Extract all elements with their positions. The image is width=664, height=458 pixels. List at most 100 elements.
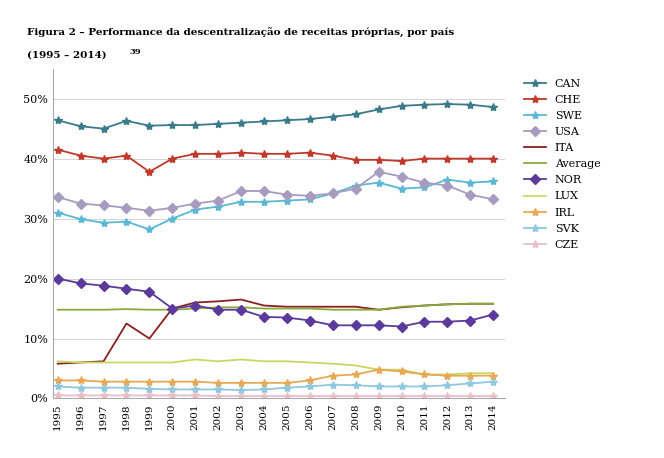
ITA bbox=[122, 321, 130, 326]
SWE bbox=[306, 196, 314, 202]
Line: CAN: CAN bbox=[54, 100, 497, 133]
CAN bbox=[191, 122, 199, 128]
SWE bbox=[100, 220, 108, 225]
LUX bbox=[398, 367, 406, 372]
CZE bbox=[306, 393, 314, 399]
CHE bbox=[329, 153, 337, 158]
ITA bbox=[329, 304, 337, 310]
CAN bbox=[444, 101, 452, 107]
NOR bbox=[122, 286, 130, 291]
Average bbox=[306, 306, 314, 311]
CAN bbox=[54, 118, 62, 123]
NOR bbox=[100, 283, 108, 289]
CAN bbox=[122, 118, 130, 124]
CHE bbox=[306, 150, 314, 155]
USA bbox=[76, 201, 84, 207]
CZE bbox=[420, 393, 428, 399]
USA bbox=[352, 186, 360, 191]
ITA bbox=[420, 303, 428, 308]
SVK bbox=[352, 382, 360, 388]
IRL bbox=[283, 380, 291, 386]
Average bbox=[76, 307, 84, 312]
CZE bbox=[214, 393, 222, 399]
Average bbox=[444, 301, 452, 307]
CZE bbox=[100, 393, 108, 398]
LUX bbox=[352, 363, 360, 368]
CHE bbox=[444, 156, 452, 161]
USA bbox=[489, 196, 497, 202]
SVK bbox=[214, 387, 222, 392]
Line: CZE: CZE bbox=[54, 391, 497, 400]
SWE bbox=[352, 183, 360, 188]
CHE bbox=[260, 151, 268, 157]
ITA bbox=[466, 301, 474, 306]
USA bbox=[145, 208, 153, 213]
SVK bbox=[191, 387, 199, 392]
SVK bbox=[398, 384, 406, 389]
Average bbox=[122, 306, 130, 312]
CHE bbox=[54, 147, 62, 153]
SVK bbox=[420, 384, 428, 389]
SVK bbox=[54, 384, 62, 389]
NOR bbox=[398, 324, 406, 329]
CAN bbox=[214, 121, 222, 126]
Line: NOR: NOR bbox=[54, 275, 497, 330]
SWE bbox=[489, 179, 497, 184]
SVK bbox=[260, 387, 268, 392]
IRL bbox=[398, 369, 406, 374]
SWE bbox=[260, 199, 268, 205]
ITA bbox=[306, 304, 314, 310]
CZE bbox=[168, 393, 176, 398]
USA bbox=[306, 193, 314, 199]
Average bbox=[329, 307, 337, 312]
CAN bbox=[398, 103, 406, 109]
CZE bbox=[352, 393, 360, 399]
Line: IRL: IRL bbox=[54, 365, 497, 387]
LUX bbox=[191, 357, 199, 362]
SWE bbox=[54, 210, 62, 215]
LUX bbox=[329, 361, 337, 366]
USA bbox=[466, 192, 474, 197]
ITA bbox=[398, 305, 406, 310]
Average bbox=[398, 304, 406, 310]
USA bbox=[444, 183, 452, 188]
CAN bbox=[145, 123, 153, 128]
IRL bbox=[76, 378, 84, 383]
NOR bbox=[352, 322, 360, 328]
CHE bbox=[352, 157, 360, 163]
SWE bbox=[76, 217, 84, 222]
ITA bbox=[352, 304, 360, 310]
Line: ITA: ITA bbox=[58, 300, 493, 364]
IRL bbox=[444, 373, 452, 378]
USA bbox=[54, 194, 62, 200]
SVK bbox=[444, 382, 452, 388]
CAN bbox=[100, 126, 108, 131]
CAN bbox=[306, 116, 314, 122]
ITA bbox=[489, 301, 497, 306]
LUX bbox=[489, 371, 497, 376]
SVK bbox=[168, 387, 176, 392]
NOR bbox=[329, 322, 337, 328]
USA bbox=[214, 198, 222, 203]
ITA bbox=[283, 304, 291, 310]
IRL bbox=[100, 379, 108, 384]
CZE bbox=[122, 393, 130, 398]
USA bbox=[260, 188, 268, 194]
LUX bbox=[237, 357, 245, 362]
IRL bbox=[260, 380, 268, 386]
SVK bbox=[374, 384, 382, 389]
CHE bbox=[168, 156, 176, 161]
LUX bbox=[145, 360, 153, 365]
Average bbox=[352, 307, 360, 312]
ITA bbox=[237, 297, 245, 302]
USA bbox=[122, 205, 130, 211]
SWE bbox=[283, 198, 291, 203]
SVK bbox=[145, 386, 153, 392]
Average bbox=[100, 307, 108, 312]
NOR bbox=[191, 303, 199, 308]
LUX bbox=[100, 360, 108, 365]
CHE bbox=[489, 156, 497, 161]
IRL bbox=[214, 380, 222, 386]
ITA bbox=[260, 303, 268, 308]
NOR bbox=[444, 319, 452, 324]
